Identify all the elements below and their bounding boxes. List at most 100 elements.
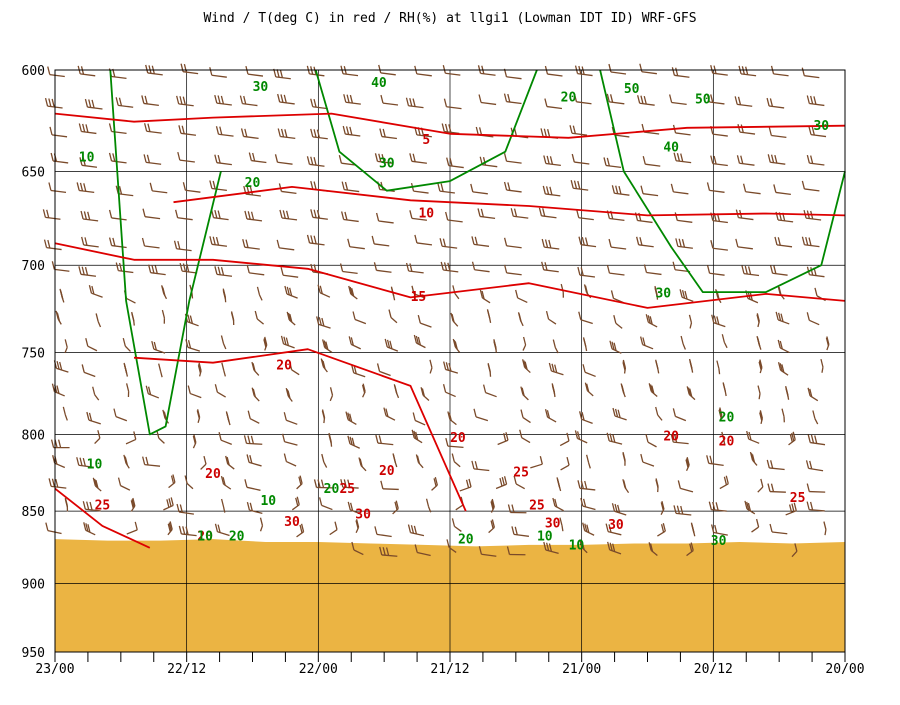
wind-barb	[81, 211, 98, 221]
wind-barb	[51, 153, 68, 163]
wind-barb	[180, 263, 197, 273]
rh-label: 20	[229, 530, 245, 545]
wind-barb	[342, 182, 359, 192]
wind-barb	[60, 289, 64, 303]
wind-barb	[393, 501, 399, 514]
wind-barb	[491, 499, 494, 513]
wind-barb	[215, 95, 232, 105]
wind-barb	[317, 316, 331, 328]
wind-barb	[320, 497, 333, 509]
wind-barb	[110, 153, 127, 163]
wind-barb	[778, 286, 784, 299]
wind-barb	[641, 337, 653, 349]
wind-barb	[670, 94, 687, 104]
wind-barb	[446, 212, 463, 222]
wind-barb	[496, 476, 506, 488]
wind-barb	[767, 460, 784, 470]
wind-barb	[114, 409, 127, 421]
wind-barb	[49, 478, 66, 488]
rh-label: 10	[79, 151, 95, 166]
wind-barb	[412, 430, 422, 443]
wind-barb	[707, 455, 724, 465]
wind-barb	[690, 359, 693, 373]
wind-barb	[389, 310, 397, 323]
wind-barb	[85, 99, 102, 109]
wind-barb	[768, 484, 786, 493]
wind-barb	[183, 182, 200, 192]
wind-barb	[381, 481, 399, 490]
wind-barb	[604, 157, 621, 167]
wind-barb	[123, 338, 130, 351]
wind-barb	[553, 340, 558, 354]
wind-barb	[179, 125, 196, 135]
wind-barb	[127, 383, 129, 397]
wind-barb	[440, 238, 457, 248]
wind-barb	[542, 262, 559, 272]
wind-barb	[49, 182, 66, 192]
y-tick-label: 800	[22, 428, 45, 443]
wind-barb	[410, 153, 427, 163]
wind-barb	[744, 184, 761, 194]
wind-barb	[163, 497, 173, 509]
wind-barb	[226, 411, 230, 425]
wind-barb	[549, 363, 563, 375]
wind-barb	[649, 383, 657, 396]
wind-barb	[478, 208, 495, 218]
wind-barb	[177, 504, 194, 514]
wind-barb	[284, 412, 297, 424]
wind-barb	[197, 409, 199, 423]
wind-barb	[56, 311, 61, 324]
wind-barb	[186, 339, 200, 351]
wind-barb	[292, 497, 299, 510]
wind-barb	[372, 236, 389, 246]
wind-barb	[448, 412, 457, 425]
wind-barb	[215, 384, 225, 397]
wind-barb	[278, 128, 295, 138]
rh-label: 10	[569, 538, 585, 553]
wind-barb	[247, 265, 264, 275]
wind-barb	[240, 96, 257, 106]
x-tick-label: 22/00	[299, 662, 338, 677]
rh-label: 30	[379, 156, 395, 171]
wind-barb	[674, 505, 691, 515]
wind-barb	[583, 523, 594, 536]
wind-barb	[222, 363, 226, 377]
wind-barb	[406, 98, 423, 108]
wind-barb	[283, 434, 298, 445]
wind-barb	[708, 265, 725, 275]
wind-barb	[661, 501, 664, 515]
y-tick-label: 950	[22, 646, 45, 661]
wind-barb	[646, 314, 657, 327]
wind-barb	[545, 99, 562, 109]
wind-barb	[212, 210, 229, 220]
wind-barb	[521, 387, 528, 400]
temperature-label: 25	[529, 499, 545, 514]
wind-barb	[656, 407, 662, 420]
wind-barb	[802, 181, 819, 191]
wind-barb	[438, 183, 455, 193]
wind-barb	[126, 431, 136, 443]
wind-barb	[516, 290, 528, 302]
wind-barb	[210, 236, 227, 246]
wind-barb	[416, 454, 423, 467]
wind-barb	[284, 454, 296, 466]
wind-barb	[709, 502, 726, 511]
wind-barb	[188, 386, 201, 398]
wind-barb	[150, 183, 167, 193]
rh-label: 40	[371, 76, 387, 91]
temperature-contour	[134, 349, 466, 511]
wind-barb	[640, 64, 657, 74]
wind-barb	[245, 211, 262, 221]
wind-barb	[826, 337, 828, 351]
wind-barb	[394, 384, 398, 398]
wind-barb	[77, 182, 94, 192]
temperature-label: 25	[339, 482, 355, 497]
wind-barb	[82, 237, 99, 247]
wind-barb	[757, 313, 759, 327]
temperature-label: 25	[513, 465, 529, 480]
wind-barb	[344, 94, 361, 104]
wind-barb	[48, 67, 65, 77]
wind-barb	[739, 66, 756, 76]
wind-barb	[215, 155, 232, 165]
wind-barb	[505, 238, 522, 248]
